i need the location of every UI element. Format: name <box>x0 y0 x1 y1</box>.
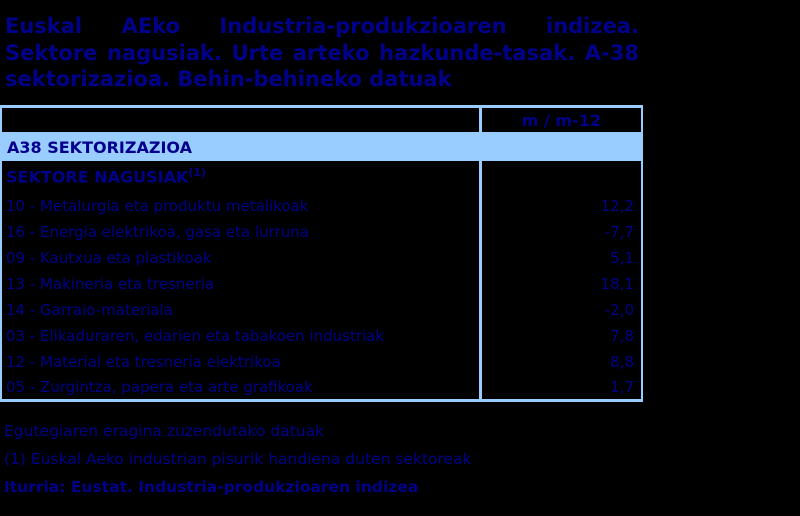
footnotes: Egutegiaren eragina zuzendutako datuak (… <box>4 417 472 501</box>
header-empty-cell <box>1 106 481 135</box>
group-header-empty-cell <box>478 160 642 193</box>
table-row: 13 - Makineria eta tresneria 18,1 <box>1 270 642 297</box>
table-row-value: -7,7 <box>478 218 642 245</box>
table-row-value: 1,7 <box>478 374 642 401</box>
table-row-label: 16 - Energia elektrikoa, gasa eta lurrun… <box>6 222 309 241</box>
page-title-line-3: sektorizazioa. Behin-behineko datuak <box>5 67 452 91</box>
source-line: Iturria: Eustat. Industria-produkzioaren… <box>4 478 419 496</box>
table-row-value: 8,8 <box>478 348 642 375</box>
table-row-value: 5,1 <box>478 244 642 271</box>
page-title-line-2: Sektore nagusiak. Urte arteko hazkunde-t… <box>5 40 639 65</box>
table-row-label: 09 - Kautxua eta plastikoak <box>6 248 212 267</box>
header-value-column-label: m / m-12 <box>478 106 642 135</box>
table-row-label: 05 - Zurgintza, papera eta arte grafikoa… <box>6 377 313 396</box>
section-header-label: A38 SEKTORIZAZIOA <box>1 133 642 161</box>
table-row: 03 - Elikaduraren, edarien eta tabakoen … <box>1 322 642 349</box>
group-header-text: SEKTORE NAGUSIAK <box>6 167 189 187</box>
table-row: 05 - Zurgintza, papera eta arte grafikoa… <box>1 374 642 401</box>
table-row-value: 12,2 <box>478 192 642 219</box>
table-row: 10 - Metalurgia eta produktu metalikoak … <box>1 192 642 219</box>
table-row-value: 18,1 <box>478 270 642 297</box>
group-header-cell: SEKTORE NAGUSIAK(1) <box>1 161 480 193</box>
page-title-line-1: Euskal AEko Industria-produkzioaren indi… <box>5 14 639 38</box>
table-row-value: 7,8 <box>478 322 642 349</box>
table-row: 09 - Kautxua eta plastikoak 5,1 <box>1 244 642 271</box>
table-row: 16 - Energia elektrikoa, gasa eta lurrun… <box>1 218 642 245</box>
footnote-1: (1) Euskal Aeko industrian pisurik handi… <box>4 450 472 468</box>
table-row-label: 03 - Elikaduraren, edarien eta tabakoen … <box>6 326 385 345</box>
group-header-row: SEKTORE NAGUSIAK(1) <box>1 160 642 193</box>
group-header-superscript: (1) <box>188 166 207 180</box>
table-row: 14 - Garraio-materiala -2,0 <box>1 296 642 323</box>
table-row-label: 12 - Material eta tresneria elektrikoa <box>6 352 281 371</box>
table-row-label: 14 - Garraio-materiala <box>6 300 173 319</box>
footnote-calendar-adjusted: Egutegiaren eragina zuzendutako datuak <box>4 422 325 440</box>
table-row: 12 - Material eta tresneria elektrikoa 8… <box>1 348 642 375</box>
table-row-label: 10 - Metalurgia eta produktu metalikoak <box>6 196 309 215</box>
table-row-label: 13 - Makineria eta tresneria <box>6 274 215 293</box>
section-header-row: A38 SEKTORIZAZIOA <box>1 133 642 161</box>
sector-index-table: m / m-12 A38 SEKTORIZAZIOA SEKTORE NAGUS… <box>0 105 643 402</box>
page-title: Euskal AEko Industria-produkzioaren indi… <box>5 13 639 93</box>
table-header-row: m / m-12 <box>1 106 642 135</box>
table-row-value: -2,0 <box>478 296 642 323</box>
